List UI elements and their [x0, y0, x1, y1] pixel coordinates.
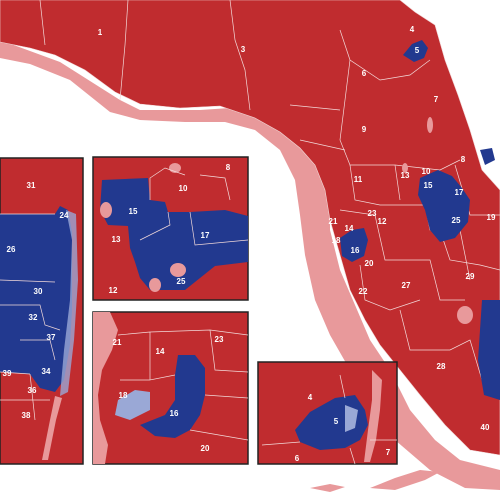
inset-orlando: 8 10 15 13 17 12 25: [92, 156, 249, 301]
svg-text:37: 37: [47, 333, 56, 342]
svg-text:15: 15: [424, 181, 433, 190]
svg-text:12: 12: [378, 217, 387, 226]
inset-jacksonville: 4 5 6 7: [257, 361, 398, 465]
democrat-districts-main: [340, 40, 500, 400]
svg-text:10: 10: [422, 167, 431, 176]
svg-text:14: 14: [345, 224, 354, 233]
svg-text:39: 39: [3, 369, 12, 378]
svg-text:6: 6: [362, 69, 367, 78]
svg-text:38: 38: [22, 411, 31, 420]
svg-text:18: 18: [119, 391, 128, 400]
svg-text:4: 4: [410, 25, 415, 34]
svg-text:12: 12: [109, 286, 118, 295]
svg-text:25: 25: [452, 216, 461, 225]
svg-text:20: 20: [365, 259, 374, 268]
svg-text:21: 21: [113, 338, 122, 347]
svg-text:29: 29: [466, 272, 475, 281]
svg-text:13: 13: [401, 171, 410, 180]
svg-text:24: 24: [60, 211, 69, 220]
svg-text:7: 7: [434, 95, 439, 104]
svg-text:16: 16: [170, 409, 179, 418]
tampa-cluster: [340, 228, 368, 262]
svg-text:9: 9: [362, 125, 367, 134]
orlando-cluster: [418, 170, 470, 242]
label-1: 1: [98, 28, 103, 37]
inset-tampa: 21 14 23 18 16 20: [92, 311, 249, 465]
svg-text:28: 28: [437, 362, 446, 371]
florida-keys: [310, 470, 440, 492]
svg-text:4: 4: [308, 393, 313, 402]
svg-text:7: 7: [386, 448, 391, 457]
svg-text:15: 15: [129, 207, 138, 216]
svg-text:36: 36: [28, 386, 37, 395]
svg-text:20: 20: [201, 444, 210, 453]
svg-text:8: 8: [226, 163, 231, 172]
svg-text:17: 17: [455, 188, 464, 197]
svg-text:25: 25: [177, 277, 186, 286]
district-5-main: [403, 40, 428, 62]
inset-southeast: 31 24 26 30 32 37 34 39 36 38: [0, 157, 84, 465]
inset-southeast-dem: [0, 206, 72, 392]
svg-text:31: 31: [27, 181, 36, 190]
svg-text:27: 27: [402, 281, 411, 290]
southeast-cluster: [478, 300, 500, 400]
svg-text:11: 11: [354, 175, 363, 184]
svg-text:40: 40: [481, 423, 490, 432]
lakes: [402, 117, 473, 324]
svg-text:14: 14: [156, 347, 165, 356]
svg-text:17: 17: [201, 231, 210, 240]
state-body: [0, 0, 500, 456]
main-labels: 1 3 4 5 6 7 8 9 10 11 12 13 14 15 16 17 …: [98, 25, 496, 432]
svg-text:5: 5: [334, 417, 339, 426]
svg-text:5: 5: [415, 46, 420, 55]
svg-text:19: 19: [487, 213, 496, 222]
svg-text:18: 18: [332, 236, 341, 245]
svg-text:16: 16: [351, 246, 360, 255]
svg-text:23: 23: [368, 209, 377, 218]
svg-text:26: 26: [7, 245, 16, 254]
svg-text:6: 6: [295, 454, 300, 463]
svg-text:30: 30: [34, 287, 43, 296]
svg-text:3: 3: [241, 45, 246, 54]
svg-text:13: 13: [112, 235, 121, 244]
svg-text:21: 21: [329, 217, 338, 226]
svg-text:22: 22: [359, 287, 368, 296]
svg-text:8: 8: [461, 155, 466, 164]
svg-text:10: 10: [179, 184, 188, 193]
svg-text:34: 34: [42, 367, 51, 376]
svg-text:23: 23: [215, 335, 224, 344]
inset-southeast-coast: [60, 210, 78, 396]
svg-text:32: 32: [29, 313, 38, 322]
